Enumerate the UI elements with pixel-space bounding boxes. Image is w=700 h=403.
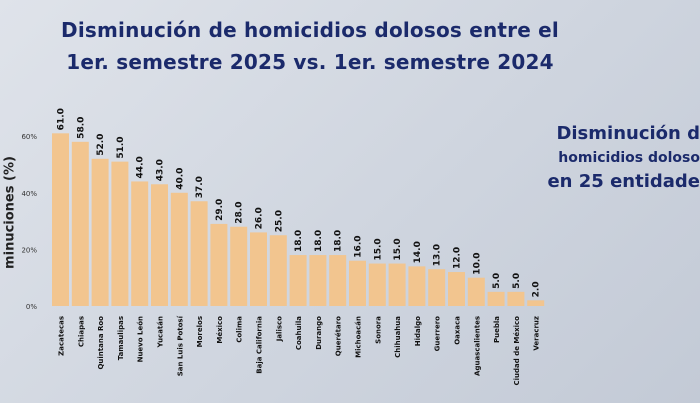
bar-value-label: 13.0 xyxy=(433,244,443,266)
category-label: Tamaulipas xyxy=(117,316,125,360)
side-note-line1: Disminución d xyxy=(556,123,700,144)
side-note-line2: homicidios doloso xyxy=(558,150,700,166)
category-label: Yucatán xyxy=(157,316,165,348)
side-note-line3: en 25 entidade xyxy=(547,171,700,192)
bar-value-label: 58.0 xyxy=(76,117,86,139)
category-label: Morelos xyxy=(196,316,204,347)
bar xyxy=(507,291,525,306)
bar xyxy=(111,161,129,306)
bar xyxy=(349,260,366,306)
bar xyxy=(388,263,406,306)
bar-value-label: 2.0 xyxy=(532,281,542,297)
bar xyxy=(151,184,168,306)
bar xyxy=(71,141,89,306)
bar-value-label: 52.0 xyxy=(96,134,106,156)
category-label: Baja California xyxy=(256,316,264,374)
bar xyxy=(368,263,386,306)
bar xyxy=(230,226,248,306)
bar xyxy=(408,266,426,306)
category-label: Sonora xyxy=(374,316,382,344)
bar-value-label: 18.0 xyxy=(314,230,324,252)
bar xyxy=(269,235,287,306)
bar-value-label: 14.0 xyxy=(413,241,423,263)
bar-value-label: 26.0 xyxy=(255,207,265,229)
bar xyxy=(289,255,307,306)
bar-value-label: 5.0 xyxy=(492,273,502,289)
category-label: Nuevo León xyxy=(137,316,145,362)
category-label: Colima xyxy=(236,316,244,343)
bar-value-label: 15.0 xyxy=(393,238,403,260)
bar-value-label: 16.0 xyxy=(354,235,364,257)
bar-value-label: 15.0 xyxy=(373,238,383,260)
bar xyxy=(190,201,208,306)
category-label: Zacatecas xyxy=(58,316,66,356)
bar-value-label: 10.0 xyxy=(472,252,482,274)
bar-value-label: 51.0 xyxy=(116,136,126,158)
category-label: Michoacán xyxy=(355,316,363,358)
bar xyxy=(448,272,465,306)
bar-value-label: 18.0 xyxy=(334,230,344,252)
category-label: Guerrero xyxy=(434,316,442,352)
bar xyxy=(210,223,228,306)
bar-value-label: 5.0 xyxy=(512,273,522,289)
bar-value-label: 18.0 xyxy=(294,230,304,252)
bar-value-label: 25.0 xyxy=(274,210,284,232)
bar xyxy=(527,300,545,306)
bar-value-label: 40.0 xyxy=(175,168,185,190)
bar-value-label: 61.0 xyxy=(57,108,67,130)
category-label: Durango xyxy=(315,316,323,350)
category-label: Jalisco xyxy=(275,316,283,342)
category-label: Ciudad de México xyxy=(513,316,521,386)
bar-value-label: 12.0 xyxy=(453,247,463,269)
y-tick-label: 0% xyxy=(26,303,37,311)
chart-title-line2: 1er. semestre 2025 vs. 1er. semestre 202… xyxy=(66,50,554,74)
category-label: Chiapas xyxy=(77,316,85,347)
category-label: Aguascalientes xyxy=(473,316,481,376)
category-label: Chihuahua xyxy=(394,316,402,358)
y-tick-label: 60% xyxy=(21,133,37,141)
bar xyxy=(428,269,446,306)
category-label: Quintana Roo xyxy=(97,316,105,370)
bar-value-label: 29.0 xyxy=(215,199,225,221)
category-label: Oaxaca xyxy=(454,316,462,345)
chart-title-line1: Disminución de homicidios dolosos entre … xyxy=(61,18,559,42)
y-tick-label: 40% xyxy=(21,190,37,198)
bar-value-label: 43.0 xyxy=(156,159,166,181)
bar xyxy=(91,158,109,306)
bar xyxy=(131,181,149,306)
bar xyxy=(309,255,327,306)
bar xyxy=(52,133,69,306)
bar-value-label: 37.0 xyxy=(195,176,205,198)
category-label: Hidalgo xyxy=(414,316,422,346)
category-label: Querétaro xyxy=(335,316,343,356)
bar xyxy=(170,192,188,306)
category-label: San Luis Potosí xyxy=(176,315,184,376)
bar xyxy=(487,291,505,306)
y-tick-label: 20% xyxy=(21,246,37,254)
bar xyxy=(467,277,485,306)
category-label: México xyxy=(216,316,224,344)
category-label: Veracruz xyxy=(533,316,541,351)
bar-value-label: 28.0 xyxy=(235,202,245,224)
bar xyxy=(329,255,347,306)
bar xyxy=(250,232,267,306)
category-label: Puebla xyxy=(493,316,501,343)
bar-value-label: 44.0 xyxy=(136,156,146,178)
category-label: Coahuila xyxy=(295,316,303,350)
